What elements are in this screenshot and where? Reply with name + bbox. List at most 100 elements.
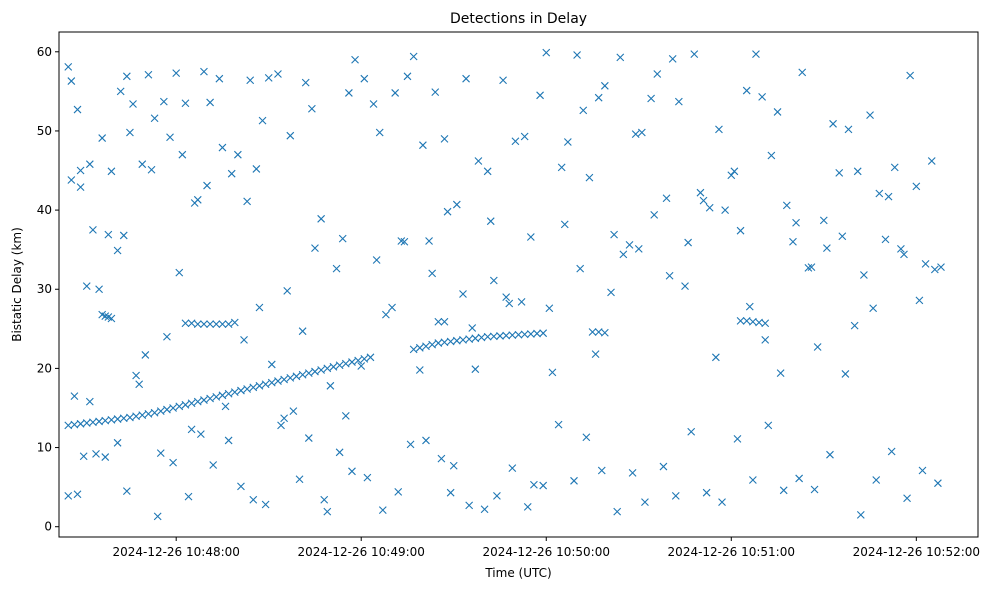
scatter-point	[85, 397, 94, 406]
scatter-point	[841, 370, 850, 378]
scatter-point	[169, 458, 177, 467]
scatter-point	[391, 89, 400, 97]
scatter-point	[782, 201, 791, 210]
scatter-point	[184, 492, 193, 501]
scatter-point	[474, 157, 483, 165]
scatter-point	[98, 134, 107, 142]
scatter-point	[375, 128, 384, 137]
cluster-point	[440, 317, 449, 326]
scatter-point	[382, 310, 390, 319]
scatter-point	[542, 48, 551, 57]
scatter-point	[810, 485, 819, 494]
scatter-point	[711, 353, 720, 362]
scatter-point	[286, 131, 295, 140]
scatter-point	[425, 237, 433, 245]
track-point	[489, 332, 498, 341]
scatter-point	[264, 74, 273, 82]
scatter-point	[252, 165, 261, 173]
scatter-point	[915, 296, 924, 305]
scatter-point	[462, 74, 470, 83]
scatter-point	[338, 234, 347, 243]
scatter-point	[468, 324, 477, 332]
track-point	[514, 330, 523, 339]
cluster-point	[434, 317, 443, 326]
scatter-point	[443, 207, 452, 216]
scatter-point	[557, 163, 566, 172]
scatter-point	[684, 238, 693, 247]
scatter-point	[89, 225, 97, 234]
scatter-point	[135, 380, 144, 389]
scatter-point	[196, 430, 205, 438]
cluster-point	[206, 320, 214, 328]
track-point	[261, 380, 270, 389]
scatter-point	[357, 362, 366, 370]
scatter-point	[742, 86, 751, 95]
scatter-point	[745, 302, 754, 311]
scatter-point	[397, 237, 406, 245]
scatter-point	[233, 150, 242, 159]
scatter-point	[634, 244, 643, 253]
scatter-point	[218, 143, 227, 152]
scatter-point	[283, 286, 292, 295]
scatter-point	[934, 479, 942, 488]
scatter-point	[422, 436, 430, 445]
cluster-point	[736, 317, 745, 325]
cluster-point	[212, 320, 221, 328]
scatter-point	[912, 182, 921, 191]
track-point	[304, 369, 313, 378]
scatter-point	[813, 343, 822, 351]
scatter-point	[394, 487, 403, 496]
track-point	[132, 412, 140, 421]
scatter-point	[64, 62, 73, 71]
cluster-point	[193, 320, 202, 328]
scatter-point	[860, 271, 868, 279]
track-point	[230, 388, 239, 397]
scatter-point	[178, 150, 187, 159]
scatter-point	[409, 52, 418, 61]
track-point	[496, 332, 504, 340]
scatter-point	[789, 237, 797, 246]
scatter-point	[452, 200, 461, 209]
scatter-point	[573, 51, 581, 59]
track-point	[200, 396, 208, 404]
x-tick-label: 2024-12-26 10:51:00	[668, 545, 795, 559]
track-point	[243, 385, 252, 393]
scatter-point	[465, 501, 474, 510]
track-point	[286, 374, 295, 382]
x-axis: 2024-12-26 10:48:00 2024-12-26 10:49:00 20…	[112, 537, 980, 559]
scatter-point	[175, 268, 184, 277]
scatter-point	[628, 468, 637, 477]
track-point	[212, 393, 221, 401]
scatter-point	[585, 173, 594, 182]
scatter-point	[792, 218, 800, 227]
scatter-point	[166, 133, 174, 142]
scatter-point	[702, 488, 711, 497]
scatter-point	[480, 505, 489, 514]
scatter-point	[665, 271, 674, 280]
track-point	[274, 377, 282, 385]
track-point	[280, 375, 289, 384]
scatter-point	[548, 368, 557, 377]
scatter-point	[82, 282, 91, 290]
data-points	[64, 48, 945, 521]
scatter-point	[829, 119, 837, 128]
scatter-point	[230, 318, 239, 327]
y-axis-label: Bistatic Delay (km)	[10, 227, 24, 342]
scatter-point	[351, 55, 359, 64]
scatter-point	[517, 298, 526, 306]
scatter-point	[258, 116, 267, 125]
scatter-point	[823, 244, 831, 252]
cluster-point	[588, 328, 597, 336]
cluster-point	[761, 319, 770, 328]
scatter-point	[764, 421, 773, 430]
scatter-point	[545, 304, 554, 313]
scatter-point	[900, 250, 908, 259]
scatter-point	[64, 491, 73, 500]
scatter-point	[446, 488, 455, 497]
track-point	[354, 356, 363, 365]
scatter-point	[826, 450, 834, 459]
scatter-point	[511, 137, 520, 146]
scatter-point	[122, 72, 131, 81]
scatter-point	[610, 230, 618, 239]
scatter-point	[699, 196, 708, 205]
